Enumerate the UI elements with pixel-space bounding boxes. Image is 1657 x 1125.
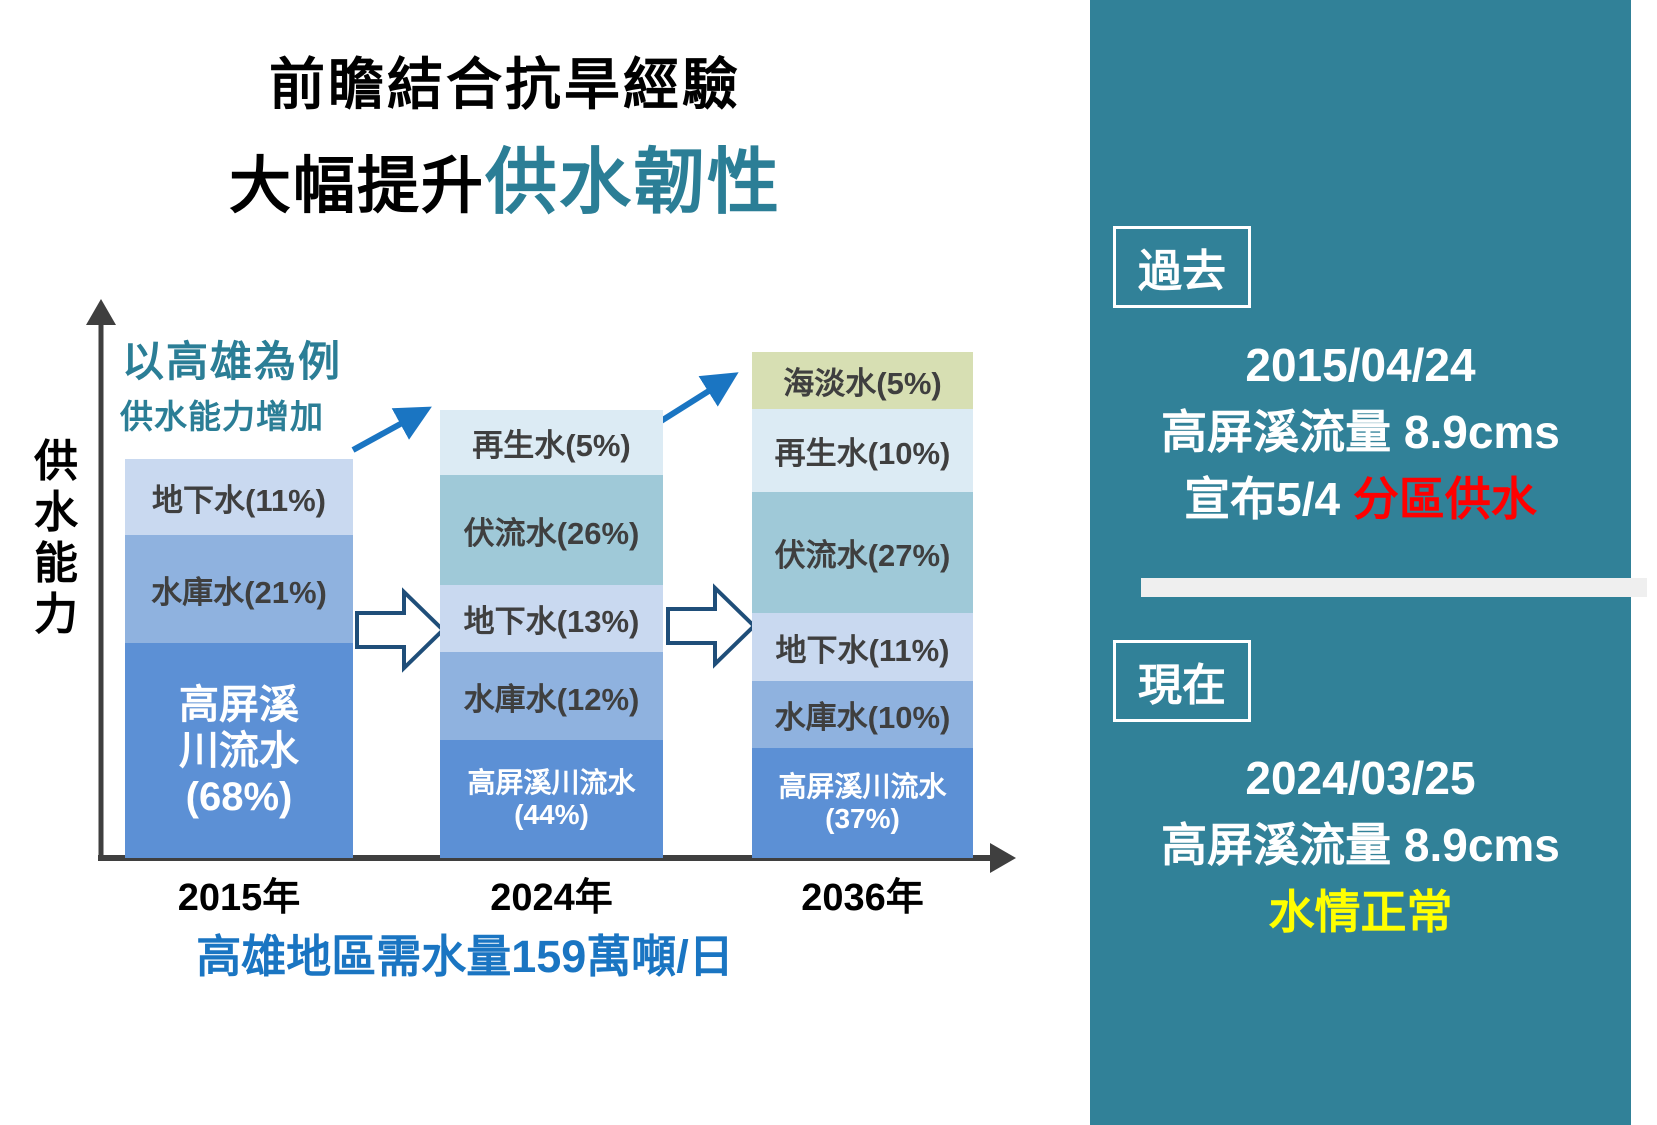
segment-伏流水: 伏流水(26%)	[440, 475, 663, 585]
x-tick-2024年: 2024年	[490, 877, 613, 919]
now-status: 水情正常	[1268, 886, 1453, 938]
stacked-bar-2024年: 再生水(5%) 伏流水(26%) 地下水(13%) 水庫水(12%) 高屏溪川流水 (44…	[440, 410, 663, 858]
segment-地下水: 地下水(11%)	[125, 459, 353, 535]
now-flow: 高屏溪流量 8.9cms	[1161, 819, 1560, 871]
title-line2-teal: 供水韌性	[485, 143, 782, 223]
segment-label-line: 高屏溪	[179, 682, 299, 727]
segment-高屏溪川流水: 高屏溪川流水 (44%)	[440, 740, 663, 858]
segment-地下水: 地下水(11%)	[752, 613, 973, 681]
segment-伏流水: 伏流水(27%)	[752, 492, 973, 613]
stacked-bar-2036年: 海淡水(5%) 再生水(10%) 伏流水(27%) 地下水(11%) 水庫水(10%) 高…	[752, 352, 973, 858]
segment-label-line: 川流水	[179, 728, 299, 773]
x-tick-2036年: 2036年	[801, 877, 924, 919]
slide-title: 前瞻結合抗旱經驗 大幅提升供水韌性	[150, 40, 860, 228]
y-axis-label: 供水能力	[34, 437, 78, 639]
segment-高屏溪川流水: 高屏溪川流水 (37%)	[752, 748, 973, 858]
past-announcement: 宣布5/4 分區供水	[1090, 466, 1631, 533]
segment-label-line: (68%)	[185, 774, 293, 819]
past-announcement-highlight: 分區供水	[1352, 473, 1537, 525]
title-line1: 前瞻結合抗旱經驗	[269, 53, 741, 116]
past-badge: 過去	[1113, 226, 1251, 308]
timeline-panel: 過去 2015/04/24 高屏溪流量 8.9cms 宣布5/4 分區供水 現在…	[1090, 0, 1631, 1125]
chart-annotation-example: 以高雄為例	[122, 338, 343, 385]
segment-高屏溪川流水: 高屏溪 川流水 (68%)	[125, 643, 353, 858]
stacked-bar-2015年: 地下水(11%) 水庫水(21%) 高屏溪 川流水 (68%)	[125, 459, 353, 858]
segment-海淡水: 海淡水(5%)	[752, 352, 973, 409]
x-tick-2015年: 2015年	[177, 877, 301, 919]
title-line2-black: 大幅提升	[228, 152, 485, 221]
segment-水庫水: 水庫水(12%)	[440, 652, 663, 740]
segment-label-line: (44%)	[514, 799, 589, 830]
now-badge: 現在	[1113, 640, 1251, 722]
segment-水庫水: 水庫水(10%)	[752, 681, 973, 748]
segment-再生水: 再生水(10%)	[752, 409, 973, 492]
segment-label-line: 高屏溪川流水	[467, 766, 636, 798]
title-line2: 大幅提升供水韌性	[150, 123, 860, 228]
past-text-block: 2015/04/24 高屏溪流量 8.9cms 宣布5/4 分區供水	[1090, 332, 1631, 533]
chart-annotation-capacity-increase: 供水能力增加	[120, 398, 324, 435]
now-text-block: 2024/03/25 高屏溪流量 8.9cms 水情正常	[1090, 745, 1631, 946]
segment-水庫水: 水庫水(21%)	[125, 535, 353, 643]
past-flow: 高屏溪流量 8.9cms	[1161, 406, 1560, 458]
segment-地下水: 地下水(13%)	[440, 585, 663, 652]
past-date: 2015/04/24	[1245, 339, 1476, 391]
past-announcement-prefix: 宣布5/4	[1184, 473, 1353, 525]
segment-label-line: 高屏溪川流水	[778, 770, 947, 802]
panel-divider	[1141, 578, 1647, 597]
bar-chart: 地下水(11%) 水庫水(21%) 高屏溪 川流水 (68%) 2015年 再生水(5%) 伏…	[125, 352, 973, 919]
segment-再生水: 再生水(5%)	[440, 410, 663, 475]
now-date: 2024/03/25	[1245, 752, 1476, 804]
chart-caption-demand: 高雄地區需水量159萬噸/日	[196, 931, 734, 982]
segment-label-line: (37%)	[825, 803, 900, 834]
